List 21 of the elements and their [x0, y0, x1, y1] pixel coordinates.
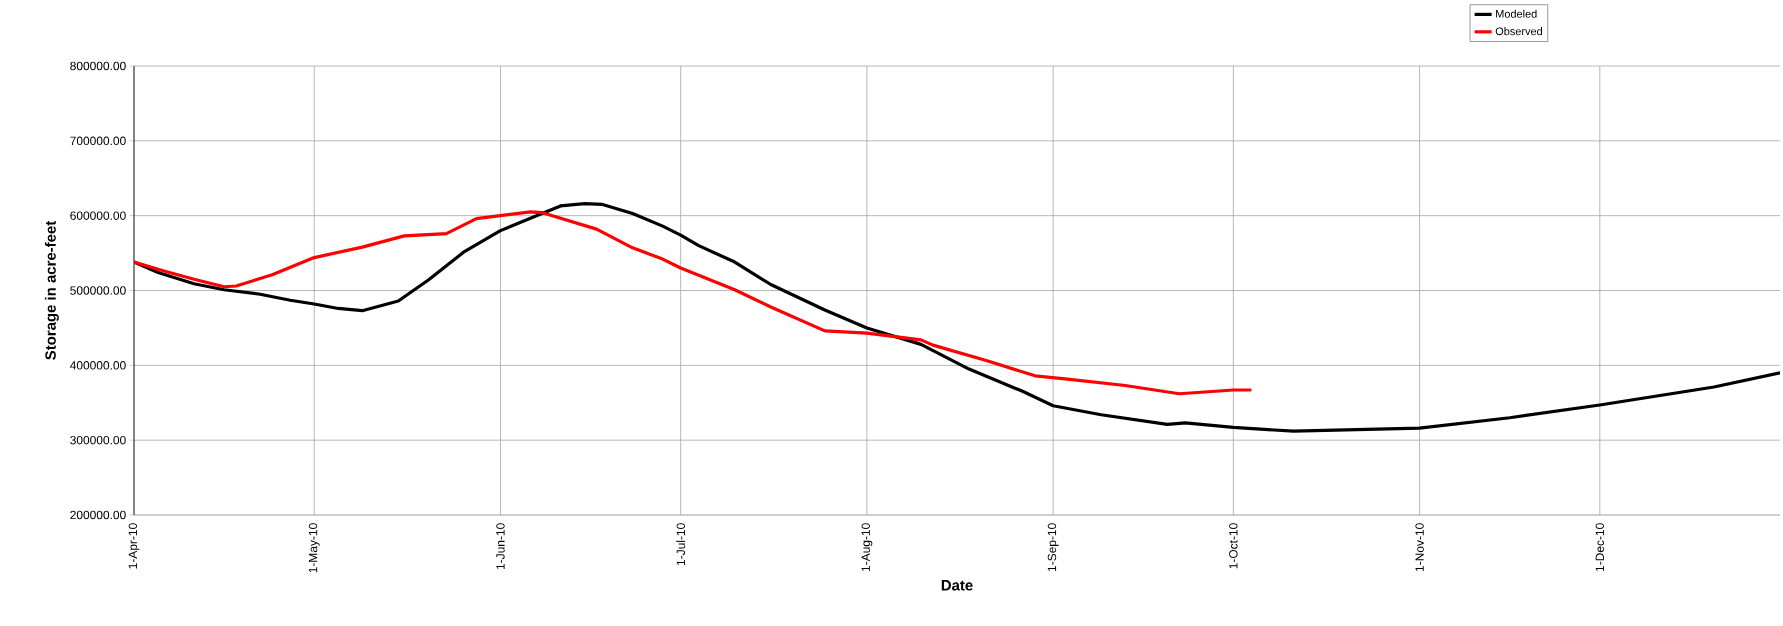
y-tick-label: 400000.00 — [70, 361, 126, 370]
y-tick-label: 500000.00 — [70, 286, 126, 295]
y-tick-label: 600000.00 — [70, 211, 126, 220]
x-tick-label: 1-Oct-10 — [1229, 523, 1238, 569]
legend-label: Observed — [1495, 27, 1543, 36]
x-tick-label: 1-Dec-10 — [1595, 523, 1605, 572]
x-tick-label: 1-Jul-10 — [676, 523, 686, 566]
x-tick-label: 1-May-10 — [308, 523, 320, 573]
x-axis-title: Date — [941, 580, 973, 591]
legend-label: Modeled — [1496, 9, 1537, 18]
y-tick-label: 200000.00 — [70, 510, 126, 520]
y-axis-title: Storage in acre-feet — [44, 220, 59, 360]
y-tick-label: 300000.00 — [70, 435, 126, 445]
y-tick-label: 700000.00 — [70, 136, 126, 146]
x-tick-label: 1-Sep-10 — [1047, 523, 1059, 572]
x-tick-label: 1-Nov-10 — [1415, 523, 1424, 572]
x-tick-label: 1-Aug-10 — [861, 523, 873, 572]
x-tick-label: 1-Apr-10 — [128, 523, 140, 569]
x-tick-label: 1-Jun-10 — [496, 523, 505, 570]
line-series — [134, 210, 1253, 396]
y-tick-label: 800000.00 — [70, 61, 126, 71]
